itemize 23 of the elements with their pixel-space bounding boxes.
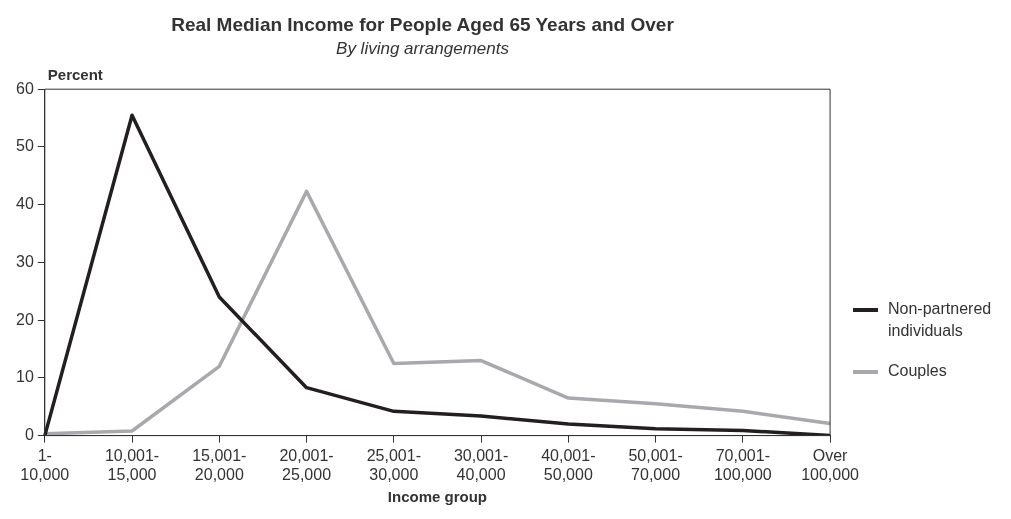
y-tick-label: 20	[16, 310, 34, 328]
x-tick-label: 30,001- 40,000	[453, 446, 509, 483]
x-tick-label: 50,001- 70,000	[628, 446, 683, 483]
y-tick-label: 30	[16, 252, 34, 270]
x-tick-label: 20,001- 25,000	[279, 446, 334, 483]
legend-label: Couples	[888, 361, 947, 381]
x-tick-label: 15,001- 20,000	[192, 446, 247, 483]
x-axis-title: Income group	[387, 488, 488, 506]
y-tick-label: 60	[16, 79, 34, 97]
legend-label: Non-partnered individuals	[888, 299, 993, 341]
y-tick-label: 0	[24, 426, 34, 444]
x-tick-label: 10,001- 15,000	[104, 446, 160, 483]
x-tick-label: 1- 10,000	[20, 446, 70, 483]
y-tick-label: 40	[16, 195, 34, 213]
x-tick-label: 40,001- 50,000	[541, 446, 596, 483]
x-tick-label: 70,001- 100,000	[713, 446, 772, 483]
y-tick-label: 10	[16, 368, 34, 386]
x-tick-label: 25,001- 30,000	[366, 446, 421, 483]
chart-title: Real Median Income for People Aged 65 Years and Over	[171, 13, 675, 35]
chart-subtitle: By living arrangements	[336, 38, 510, 58]
y-axis-title: Percent	[47, 65, 103, 83]
x-tick-label: Over 100,000	[801, 446, 860, 483]
y-tick-label: 50	[16, 137, 34, 155]
